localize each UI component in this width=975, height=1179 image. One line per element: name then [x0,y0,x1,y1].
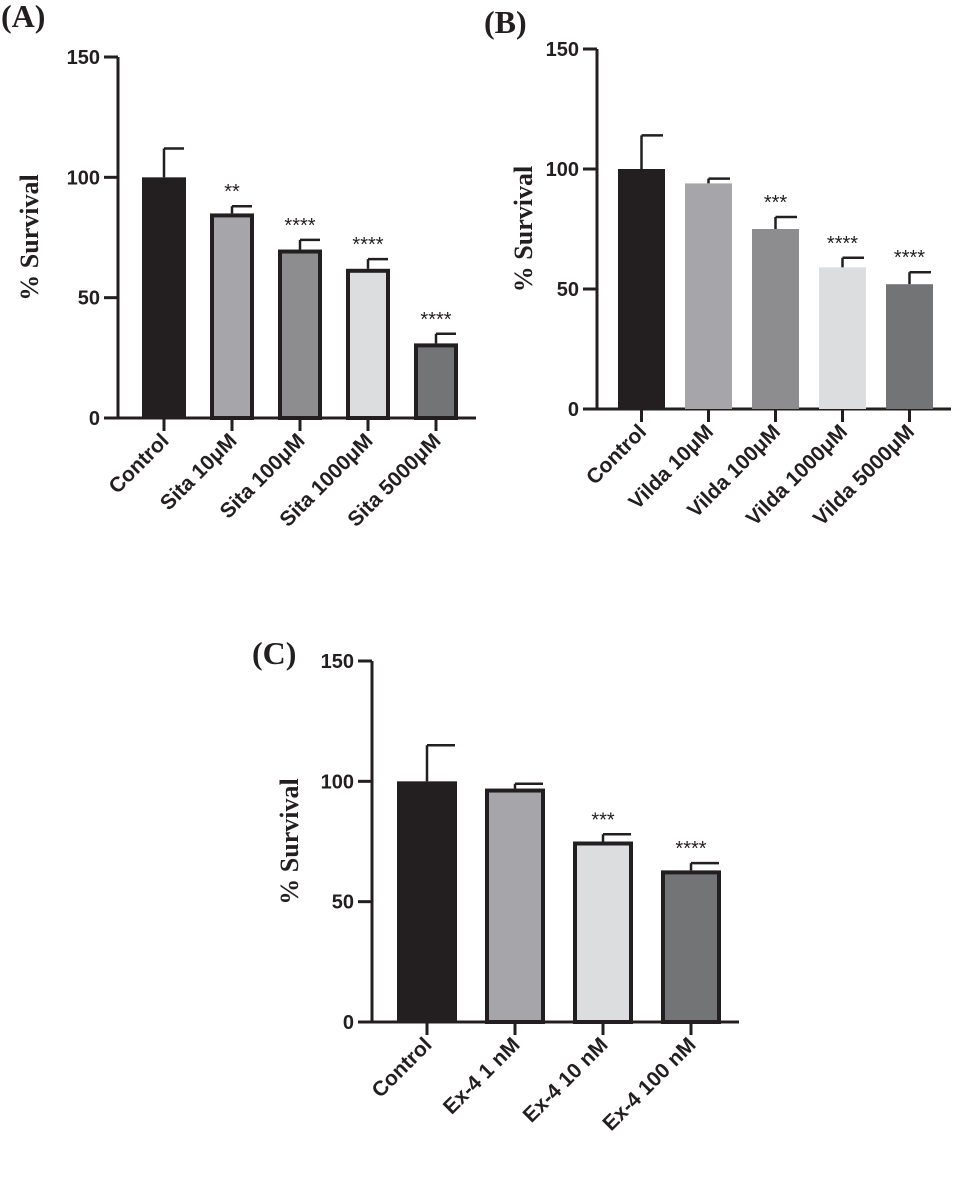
significance-label: **** [284,215,315,237]
bar [210,213,254,420]
y-tick-label: 150 [321,651,354,673]
y-tick-label: 50 [78,288,100,310]
bar [397,781,457,1022]
significance-label: *** [591,809,615,831]
y-tick-label: 0 [568,399,579,421]
bar [346,268,390,420]
y-axis-label: % Survival [275,778,304,904]
significance-label: **** [827,233,858,255]
significance-label: **** [894,247,925,269]
y-tick-label: 50 [557,279,579,301]
significance-label: **** [352,234,383,256]
significance-label: *** [764,192,788,214]
significance-label: **** [420,309,451,331]
x-tick-label: Ex-4 100 nM [598,1033,700,1135]
bar [278,249,322,420]
x-tick-label: Ex-4 10 nM [519,1033,613,1127]
panel-label: (A) [1,0,45,34]
y-axis-label: % Survival [15,174,44,300]
y-axis-label: % Survival [509,166,538,292]
bar [485,788,545,1025]
bar [661,870,721,1024]
bar [886,284,933,409]
y-tick-label: 150 [546,39,579,61]
bar [618,169,665,409]
y-tick-label: 100 [67,167,100,189]
bar [752,229,799,409]
y-tick-label: 0 [89,408,100,430]
y-tick-label: 0 [343,1012,354,1034]
y-tick-label: 50 [332,892,354,914]
bar [414,343,458,421]
bar [573,841,633,1024]
x-tick-label: Control [582,420,651,489]
y-tick-label: 100 [321,771,354,793]
x-tick-label: Control [104,429,173,498]
y-tick-label: 150 [67,47,100,69]
y-tick-label: 100 [546,159,579,181]
x-tick-label: Control [367,1033,436,1102]
significance-label: **** [675,838,706,860]
bar [685,183,732,409]
bar [819,267,866,409]
bar [142,177,186,418]
x-tick-label: Ex-4 1 nM [439,1033,525,1119]
panel-label: (C) [252,635,296,671]
significance-label: ** [224,181,240,203]
panel-label: (B) [484,4,527,40]
